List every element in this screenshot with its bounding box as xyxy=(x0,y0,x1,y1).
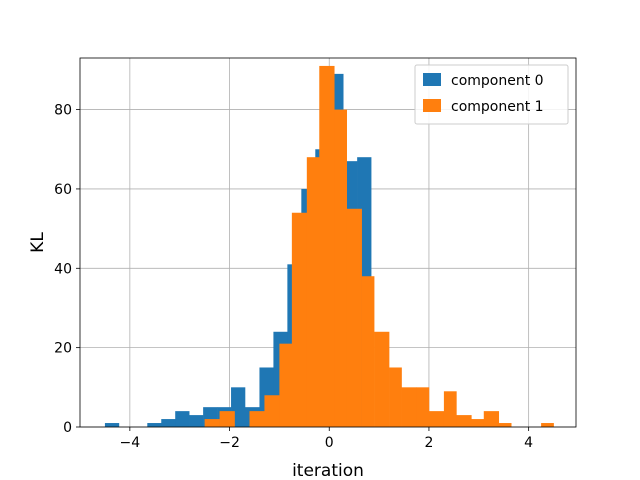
histogram-bar xyxy=(147,423,162,427)
y-tick-label: 60 xyxy=(54,182,72,198)
histogram-bar xyxy=(498,423,512,427)
histogram-bar xyxy=(306,157,320,427)
histogram-bar xyxy=(416,387,430,427)
histogram-bar xyxy=(471,419,485,427)
histogram-bar xyxy=(161,419,176,427)
bars-layer xyxy=(104,65,554,428)
histogram-bar xyxy=(219,411,235,427)
x-tick-label: 4 xyxy=(524,435,533,451)
x-tick-label: −2 xyxy=(219,435,240,451)
y-axis-label: KL xyxy=(28,232,48,253)
histogram-bar xyxy=(346,208,362,427)
y-tick-label: 20 xyxy=(54,341,72,357)
histogram-bar xyxy=(456,415,472,427)
series-1-bars xyxy=(204,65,554,428)
x-tick-label: −4 xyxy=(120,435,141,451)
legend-swatch xyxy=(423,73,441,86)
histogram-bar xyxy=(175,411,190,427)
x-tick-label: 0 xyxy=(325,435,334,451)
histogram-bar xyxy=(541,423,554,427)
histogram-bar xyxy=(428,411,445,427)
axes-frame xyxy=(79,57,577,428)
legend-label: component 0 xyxy=(451,73,544,89)
histogram-bar xyxy=(443,391,457,427)
histogram-bar xyxy=(401,387,417,427)
histogram-bar xyxy=(291,212,308,427)
histogram-bar xyxy=(483,411,500,427)
histogram-bar xyxy=(249,411,265,427)
legend-label: component 1 xyxy=(451,99,544,115)
histogram-bar xyxy=(334,109,347,428)
histogram-bar xyxy=(279,343,293,427)
histogram-bar xyxy=(204,419,220,427)
x-tick-label: 2 xyxy=(424,435,433,451)
legend-box xyxy=(414,64,569,125)
histogram-bar xyxy=(104,423,120,427)
legend: component 0 component 1 xyxy=(414,64,569,125)
histogram-bar xyxy=(264,395,280,427)
y-tick-label: 40 xyxy=(54,261,72,277)
histogram-bar xyxy=(374,331,390,427)
histogram-bar xyxy=(319,65,335,427)
histogram-bar xyxy=(389,367,402,427)
y-tick-label: 80 xyxy=(54,103,72,119)
x-axis-label: iteration xyxy=(292,461,364,480)
histogram-bar xyxy=(361,276,375,427)
legend-swatch xyxy=(423,99,441,112)
y-tick-label: 0 xyxy=(63,420,72,436)
histogram-bar xyxy=(189,415,204,427)
